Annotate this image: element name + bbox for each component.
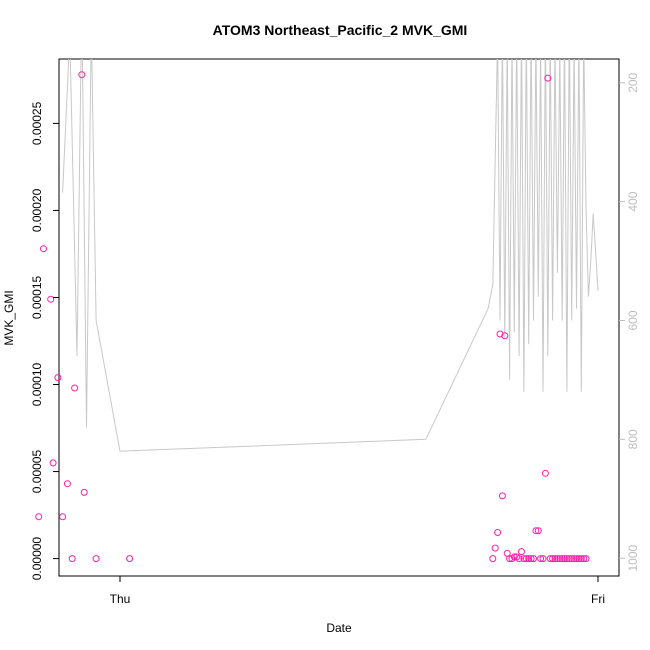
data-point [522, 555, 530, 563]
data-point [565, 555, 573, 563]
data-point [68, 555, 76, 563]
x-tick-label: Thu [110, 592, 131, 606]
data-point [63, 480, 71, 488]
data-point [59, 513, 67, 521]
pressure-line [62, 59, 599, 452]
data-point [54, 374, 62, 382]
y-axis-label: MVK_GMI [2, 290, 16, 345]
data-point [506, 555, 514, 563]
data-point [40, 245, 47, 253]
data-point [556, 555, 564, 563]
data-point [553, 555, 561, 563]
data-point [126, 555, 134, 563]
data-point [494, 529, 502, 536]
y-tick-label: 0.00000 [30, 537, 44, 581]
data-point [515, 555, 523, 563]
data-point [582, 555, 590, 563]
plot-frame [58, 58, 620, 577]
data-point [577, 555, 585, 563]
x-axis: ThuFriSat [110, 576, 605, 606]
data-point [489, 555, 497, 563]
data-point [570, 555, 578, 563]
data-point [563, 555, 571, 563]
data-point [537, 555, 545, 563]
data-point [501, 332, 509, 340]
data-point [561, 555, 568, 563]
y2-tick-label: 200 [626, 72, 640, 92]
data-point [534, 527, 542, 535]
data-point [539, 555, 547, 563]
x-axis-label: Date [326, 621, 352, 635]
y2-axis: 200 400 600 800 1000 [619, 72, 640, 572]
y-tick-label: 0.00010 [30, 363, 44, 407]
x-tick-label: Fri [591, 592, 605, 606]
y-axis: 0.00000 0.00005 0.00010 0.00015 0.00020 0.000… [30, 101, 59, 580]
data-point [35, 513, 43, 521]
y-tick-label: 0.00025 [30, 101, 44, 145]
data-point [71, 384, 79, 392]
y-tick-label: 0.00015 [30, 275, 44, 319]
data-point [527, 555, 535, 563]
data-point [518, 548, 525, 556]
data-point [541, 469, 549, 477]
data-point [510, 553, 518, 561]
y2-tick-label: 1000 [626, 545, 640, 572]
data-point [532, 527, 540, 535]
data-point [496, 330, 504, 338]
data-point [549, 555, 557, 563]
data-point [575, 555, 583, 563]
data-point [546, 555, 554, 563]
data-point [520, 555, 528, 563]
y2-tick-label: 400 [626, 191, 640, 211]
data-point [92, 555, 100, 563]
data-point [544, 74, 552, 82]
data-point [498, 492, 506, 500]
chart-title: ATOM3 Northeast_Pacific_2 MVK_GMI [213, 22, 468, 38]
data-point [580, 555, 588, 563]
data-point [551, 555, 559, 563]
data-point [47, 295, 55, 303]
data-point [558, 555, 566, 563]
y-tick-label: 0.00005 [30, 450, 44, 494]
data-point [573, 555, 580, 563]
data-point [80, 488, 88, 496]
data-point [525, 555, 533, 563]
y2-tick-label: 800 [626, 429, 640, 449]
data-point [49, 459, 57, 467]
data-point [568, 555, 576, 563]
series-layer [35, 59, 599, 563]
data-point [78, 71, 86, 79]
y2-tick-label: 600 [626, 310, 640, 330]
y-tick-label: 0.00020 [30, 188, 44, 232]
data-point [530, 555, 537, 563]
data-point [491, 544, 499, 552]
